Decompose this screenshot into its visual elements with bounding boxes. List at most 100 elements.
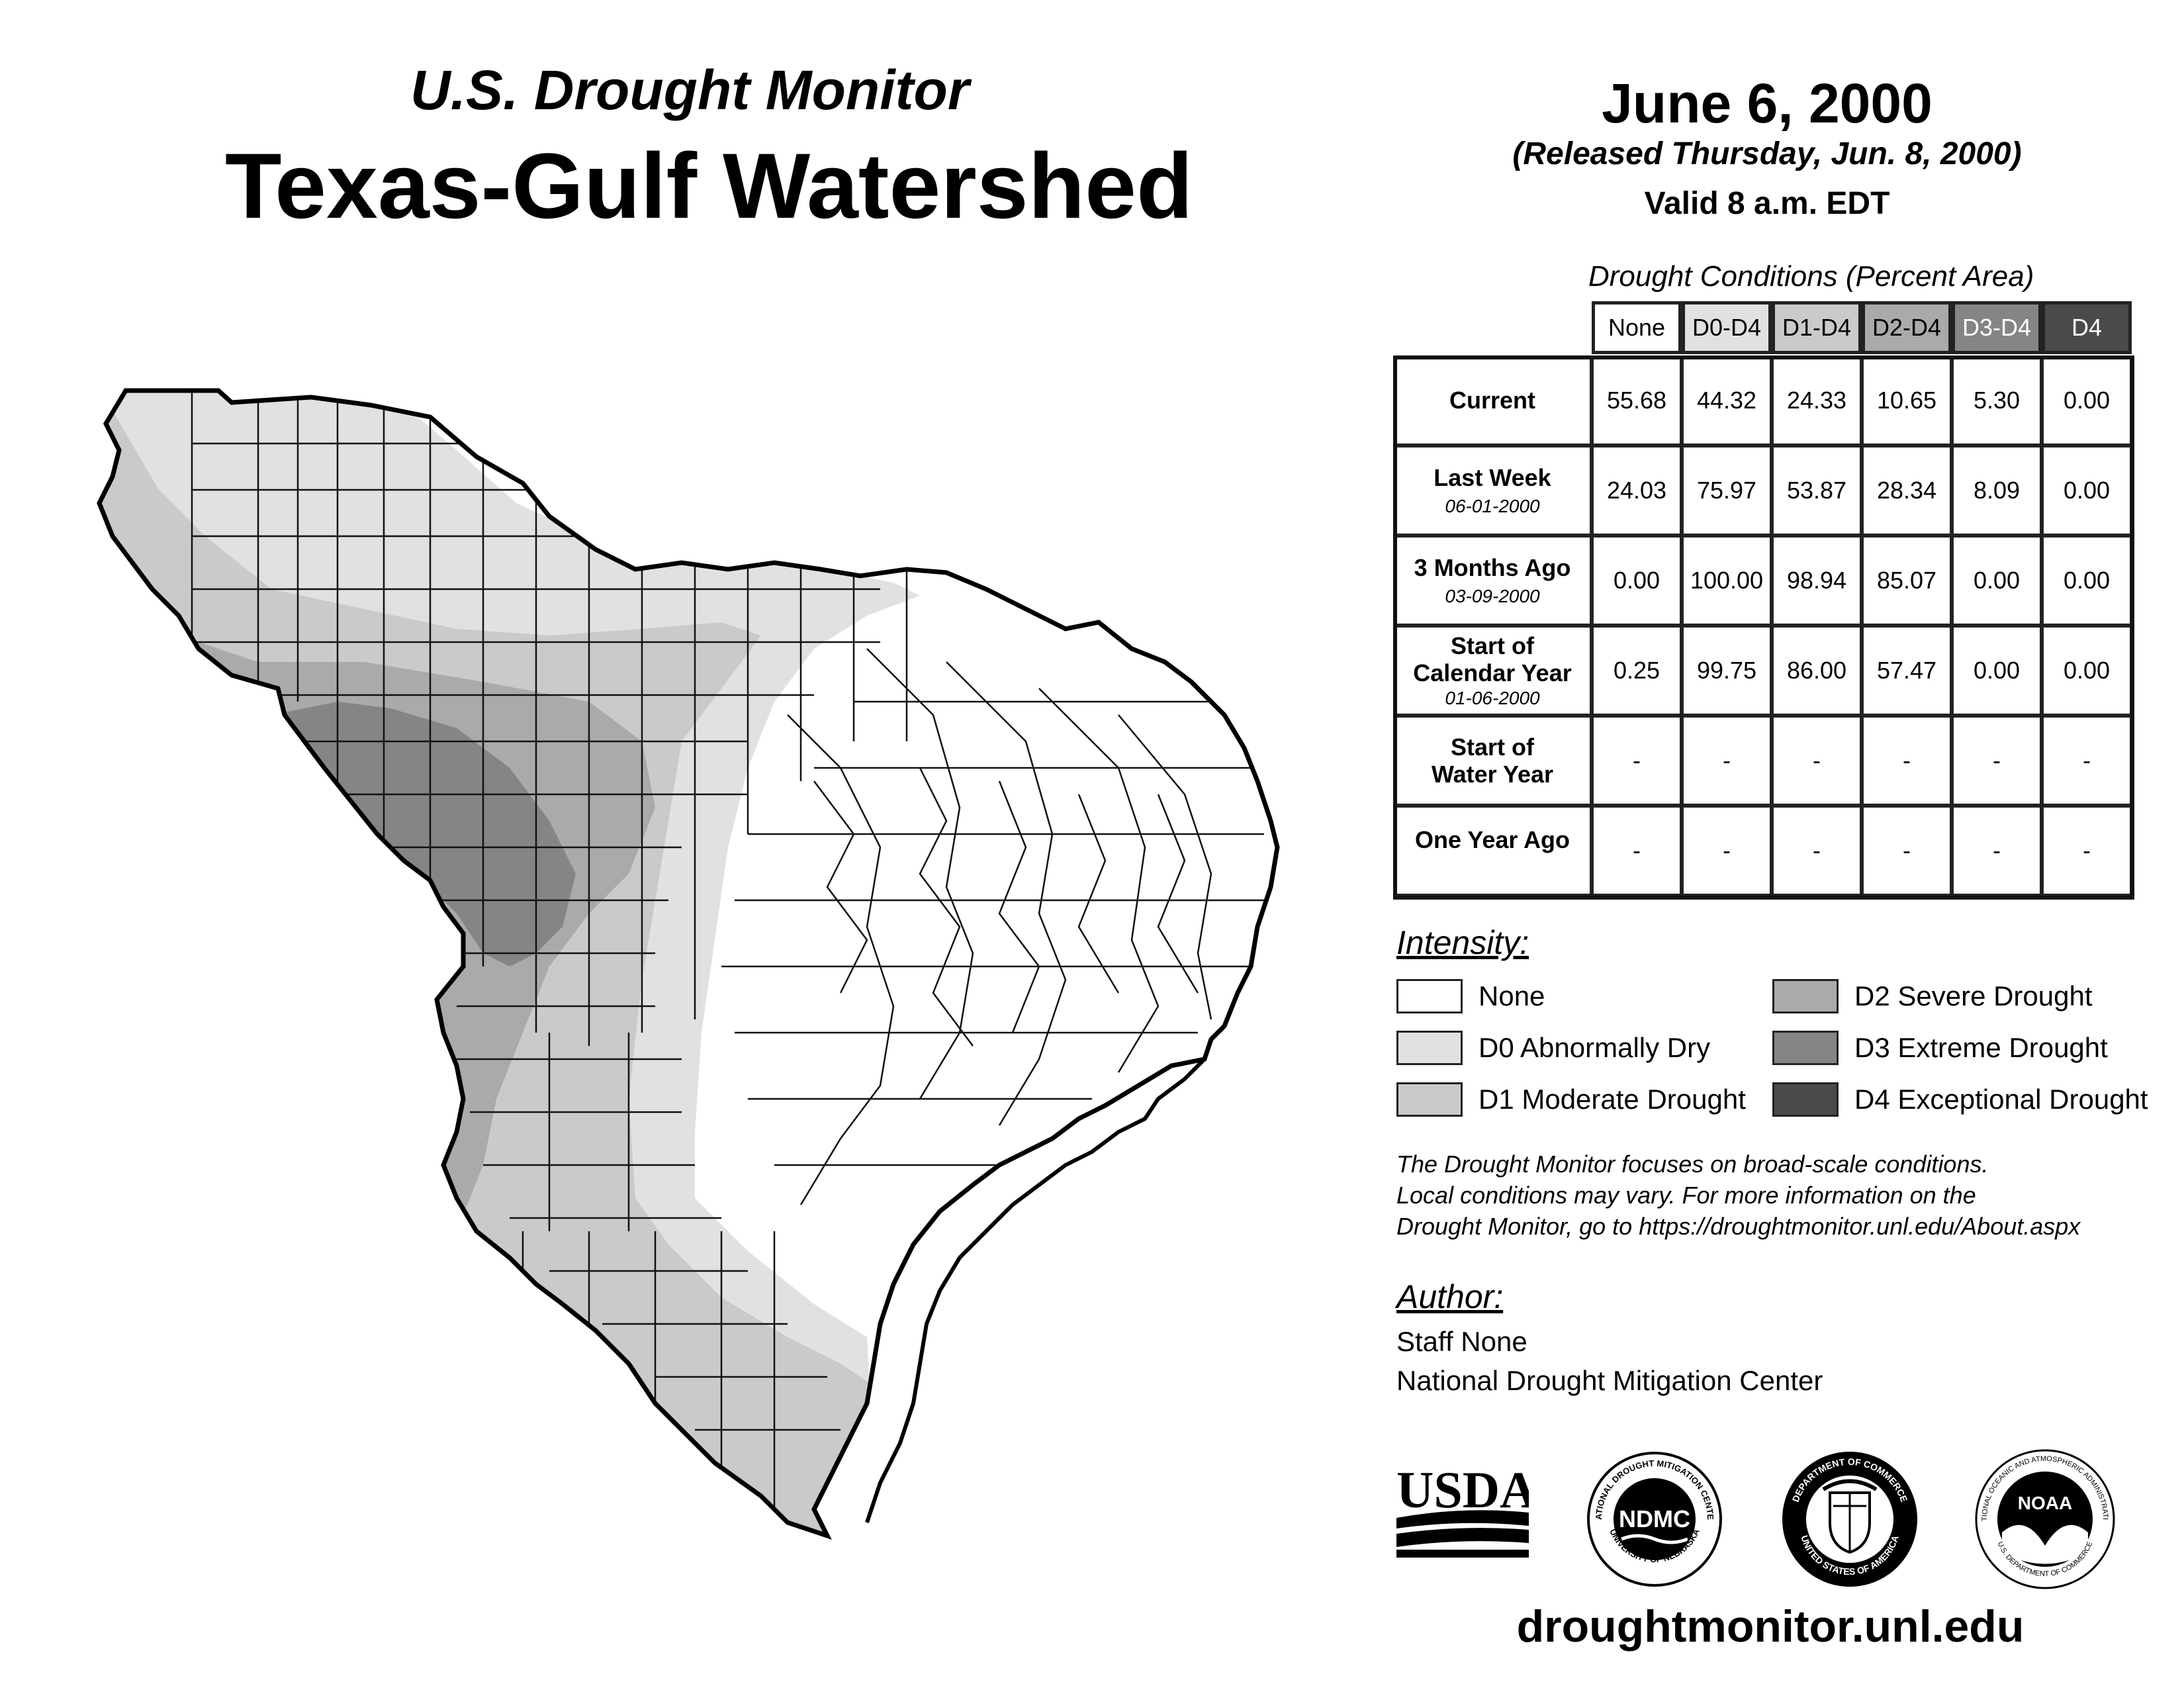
col-header-d4: D4 — [2042, 301, 2132, 354]
legend-item-d4: D4 Exceptional Drought — [1772, 1080, 2148, 1119]
cell-calendar-year-d4: 0.00 — [2042, 626, 2132, 716]
col-header-d0-d4: D0-D4 — [1682, 301, 1772, 354]
cell-water-year-none: - — [1592, 716, 1682, 806]
cell-one-year-none: - — [1592, 806, 1682, 896]
noaa-logo: NOAA NATIONAL OCEANIC AND ATMOSPHERIC AD… — [1972, 1446, 2115, 1589]
row-label-one-year-ago: One Year Ago — [1393, 806, 1592, 896]
cell-3-months-d1-d4: 98.94 — [1772, 536, 1862, 626]
ndmc-logo: NDMC NATIONAL DROUGHT MITIGATION CENTER … — [1582, 1446, 1722, 1587]
county-boundaries — [191, 391, 1264, 1509]
row-label-text: Start of Calendar Year — [1413, 632, 1572, 686]
cell-3-months-d4: 0.00 — [2042, 536, 2132, 626]
usda-logo: USDA — [1396, 1461, 1529, 1558]
site-url[interactable]: droughtmonitor.unl.edu — [1516, 1601, 2025, 1652]
legend-label: D0 Abnormally Dry — [1479, 1032, 1711, 1063]
coastline — [865, 1057, 1206, 1523]
map-date: June 6, 2000 — [1602, 72, 1933, 134]
legend-swatch-d4 — [1772, 1082, 1839, 1117]
legend-swatch-none — [1396, 979, 1463, 1013]
usda-swoosh-1 — [1396, 1510, 1529, 1528]
cell-water-year-d0-d4: - — [1682, 716, 1772, 806]
usda-logo-text: USDA — [1396, 1461, 1529, 1519]
legend-item-d1: D1 Moderate Drought — [1396, 1080, 1746, 1119]
cell-current-d3-d4: 5.30 — [1952, 355, 2042, 445]
disclaimer: The Drought Monitor focuses on broad-sca… — [1396, 1149, 2177, 1242]
author-heading: Author: — [1396, 1278, 1504, 1315]
cell-one-year-d1-d4: - — [1772, 806, 1862, 896]
row-label-date: 03-09-2000 — [1445, 585, 1540, 606]
noaa-logo-text: NOAA — [2018, 1493, 2072, 1513]
cell-last-week-d2-d4: 28.34 — [1862, 445, 1952, 536]
legend-item-d2: D2 Severe Drought — [1772, 976, 2093, 1016]
legend-label: D4 Exceptional Drought — [1854, 1084, 2148, 1115]
row-label-text: Last Week — [1433, 464, 1551, 492]
cell-calendar-year-d1-d4: 86.00 — [1772, 626, 1862, 716]
legend-item-d0: D0 Abnormally Dry — [1396, 1028, 1710, 1068]
col-header-d3-d4: D3-D4 — [1952, 301, 2042, 354]
cell-one-year-d0-d4: - — [1682, 806, 1772, 896]
legend-label: None — [1479, 980, 1545, 1011]
cell-current-d2-d4: 10.65 — [1862, 355, 1952, 445]
row-label-date: 01-06-2000 — [1445, 688, 1540, 709]
usda-base — [1396, 1550, 1529, 1558]
cell-3-months-d3-d4: 0.00 — [1952, 536, 2042, 626]
col-header-d2-d4: D2-D4 — [1862, 301, 1952, 354]
commerce-logo: DEPARTMENT OF COMMERCE UNITED STATES OF … — [1782, 1452, 1917, 1587]
row-label-text: Current — [1449, 387, 1535, 414]
legend-label: D3 Extreme Drought — [1854, 1032, 2108, 1063]
table-caption: Drought Conditions (Percent Area) — [1588, 260, 2034, 293]
cell-3-months-none: 0.00 — [1592, 536, 1682, 626]
legend-swatch-d3 — [1772, 1031, 1839, 1065]
cell-calendar-year-none: 0.25 — [1592, 626, 1682, 716]
cell-water-year-d3-d4: - — [1952, 716, 2042, 806]
cell-calendar-year-d3-d4: 0.00 — [1952, 626, 2042, 716]
cell-current-d4: 0.00 — [2042, 355, 2132, 445]
header-subtitle: U.S. Drought Monitor — [410, 59, 970, 121]
row-label-text: Start of Water Year — [1431, 733, 1554, 788]
cell-current-d0-d4: 44.32 — [1682, 355, 1772, 445]
drought-map — [86, 371, 1297, 1562]
legend-swatch-d0 — [1396, 1031, 1463, 1065]
cell-3-months-d2-d4: 85.07 — [1862, 536, 1952, 626]
legend-label: D2 Severe Drought — [1854, 980, 2093, 1011]
row-label-text: 3 Months Ago — [1414, 554, 1571, 582]
legend-swatch-d1 — [1396, 1082, 1463, 1117]
author-name: Staff None — [1396, 1326, 1527, 1357]
ndmc-logo-text: NDMC — [1619, 1505, 1690, 1532]
cell-last-week-none: 24.03 — [1592, 445, 1682, 536]
row-label-last-week: Last Week 06-01-2000 — [1393, 445, 1592, 536]
row-label-3-months-ago: 3 Months Ago 03-09-2000 — [1393, 536, 1592, 626]
legend-item-none: None — [1396, 976, 1545, 1016]
cell-water-year-d2-d4: - — [1862, 716, 1952, 806]
legend-label: D1 Moderate Drought — [1479, 1084, 1746, 1115]
cell-current-d1-d4: 24.33 — [1772, 355, 1862, 445]
cell-one-year-d3-d4: - — [1952, 806, 2042, 896]
cell-current-none: 55.68 — [1592, 355, 1682, 445]
author-org: National Drought Mitigation Center — [1396, 1365, 1823, 1396]
release-date: (Released Thursday, Jun. 8, 2000) — [1512, 136, 2022, 171]
row-label-current: Current — [1393, 355, 1592, 445]
cell-calendar-year-d0-d4: 99.75 — [1682, 626, 1772, 716]
row-label-start-water-year: Start of Water Year — [1393, 716, 1592, 806]
usda-swoosh-2 — [1396, 1528, 1529, 1547]
cell-last-week-d0-d4: 75.97 — [1682, 445, 1772, 536]
cell-calendar-year-d2-d4: 57.47 — [1862, 626, 1952, 716]
cell-one-year-d4: - — [2042, 806, 2132, 896]
legend-heading: Intensity: — [1396, 924, 1529, 961]
cell-last-week-d1-d4: 53.87 — [1772, 445, 1862, 536]
disclaimer-line: Local conditions may vary. For more info… — [1396, 1182, 1976, 1209]
cell-last-week-d4: 0.00 — [2042, 445, 2132, 536]
conditions-table: None D0-D4 D1-D4 D2-D4 D3-D4 D4 Current … — [1393, 301, 2134, 900]
row-label-date: 06-01-2000 — [1445, 495, 1540, 516]
col-header-d1-d4: D1-D4 — [1772, 301, 1862, 354]
row-label-text: One Year Ago — [1414, 826, 1570, 853]
legend-swatch-d2 — [1772, 979, 1839, 1013]
valid-time: Valid 8 a.m. EDT — [1644, 186, 1890, 221]
legend-item-d3: D3 Extreme Drought — [1772, 1028, 2108, 1068]
row-label-start-calendar-year: Start of Calendar Year 01-06-2000 — [1393, 626, 1592, 716]
cell-one-year-d2-d4: - — [1862, 806, 1952, 896]
disclaimer-line: Drought Monitor, go to https://droughtmo… — [1396, 1213, 2081, 1240]
cell-water-year-d4: - — [2042, 716, 2132, 806]
cell-water-year-d1-d4: - — [1772, 716, 1862, 806]
cell-last-week-d3-d4: 8.09 — [1952, 445, 2042, 536]
